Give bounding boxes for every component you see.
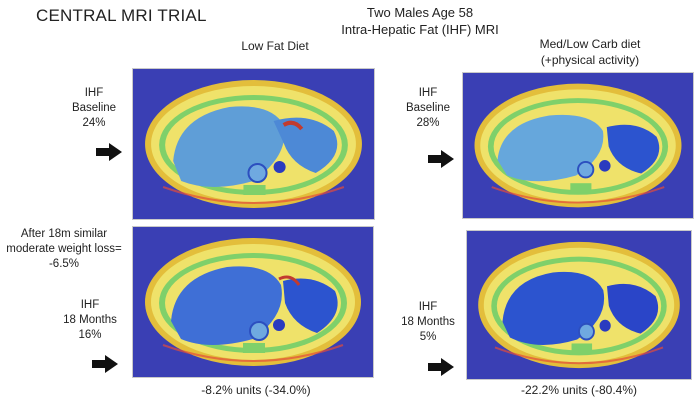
right-18m-metric: IHF <box>418 301 438 313</box>
scan-right-18-months <box>466 230 692 380</box>
arrow-right-icon <box>96 143 122 161</box>
left-change-label: -8.2% units (-34.0%) <box>201 383 311 397</box>
arrow-right-icon <box>92 355 118 373</box>
right-change-label: -22.2% units (-80.4%) <box>520 383 638 397</box>
right-18m-label: IHF 18 Months 5% <box>394 300 462 345</box>
left-18m-metric: IHF <box>80 299 100 311</box>
arrow-right-icon <box>428 358 454 376</box>
weight-loss-line-1: After 18m similar <box>20 228 108 240</box>
right-column-label: Med/Low Carb diet (+physical activity) <box>490 36 690 68</box>
right-label-line-1: Med/Low Carb diet <box>539 37 641 51</box>
scan-left-18-months <box>132 226 374 378</box>
right-18m-time: 18 Months <box>401 316 455 328</box>
study-header: Two Males Age 58 Intra-Hepatic Fat (IHF)… <box>310 4 530 38</box>
right-baseline-label: IHF Baseline 28% <box>398 86 458 131</box>
left-baseline-label: IHF Baseline 24% <box>64 86 124 131</box>
right-baseline-metric: IHF <box>418 87 438 99</box>
left-18m-label: IHF 18 Months 16% <box>56 298 124 343</box>
left-baseline-time: Baseline <box>71 102 117 114</box>
weight-loss-line-2: moderate weight loss= <box>6 243 122 255</box>
right-label-line-2: (+physical activity) <box>540 53 640 67</box>
header-line-1: Two Males Age 58 <box>366 5 474 20</box>
right-baseline-time: Baseline <box>405 102 451 114</box>
header-line-2: Intra-Hepatic Fat (IHF) MRI <box>341 22 499 37</box>
scan-right-baseline <box>462 72 694 219</box>
weight-loss-line-3: -6.5% <box>48 258 80 270</box>
right-baseline-value: 28% <box>416 117 440 129</box>
left-baseline-value: 24% <box>82 117 106 129</box>
left-18m-time: 18 Months <box>63 314 117 326</box>
arrow-right-icon <box>428 150 454 168</box>
left-column-label: Low Fat Diet <box>241 39 309 53</box>
left-18m-value: 16% <box>78 329 102 341</box>
page-title: CENTRAL MRI TRIAL <box>36 6 207 25</box>
scan-left-baseline <box>132 68 375 220</box>
weight-loss-note: After 18m similar moderate weight loss= … <box>0 227 128 272</box>
left-baseline-metric: IHF <box>84 87 104 99</box>
right-18m-value: 5% <box>419 331 437 343</box>
